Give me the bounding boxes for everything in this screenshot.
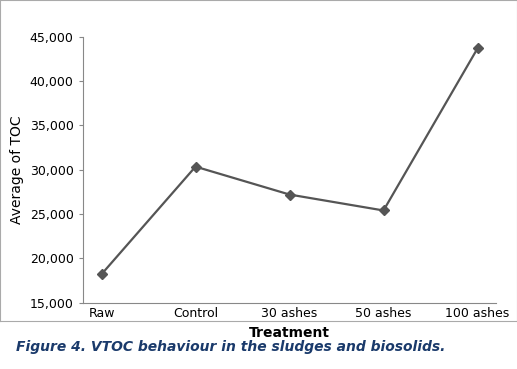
Y-axis label: Average of TOC: Average of TOC: [10, 115, 24, 224]
Text: Figure 4. VTOC behaviour in the sludges and biosolids.: Figure 4. VTOC behaviour in the sludges …: [16, 340, 445, 354]
X-axis label: Treatment: Treatment: [249, 326, 330, 340]
